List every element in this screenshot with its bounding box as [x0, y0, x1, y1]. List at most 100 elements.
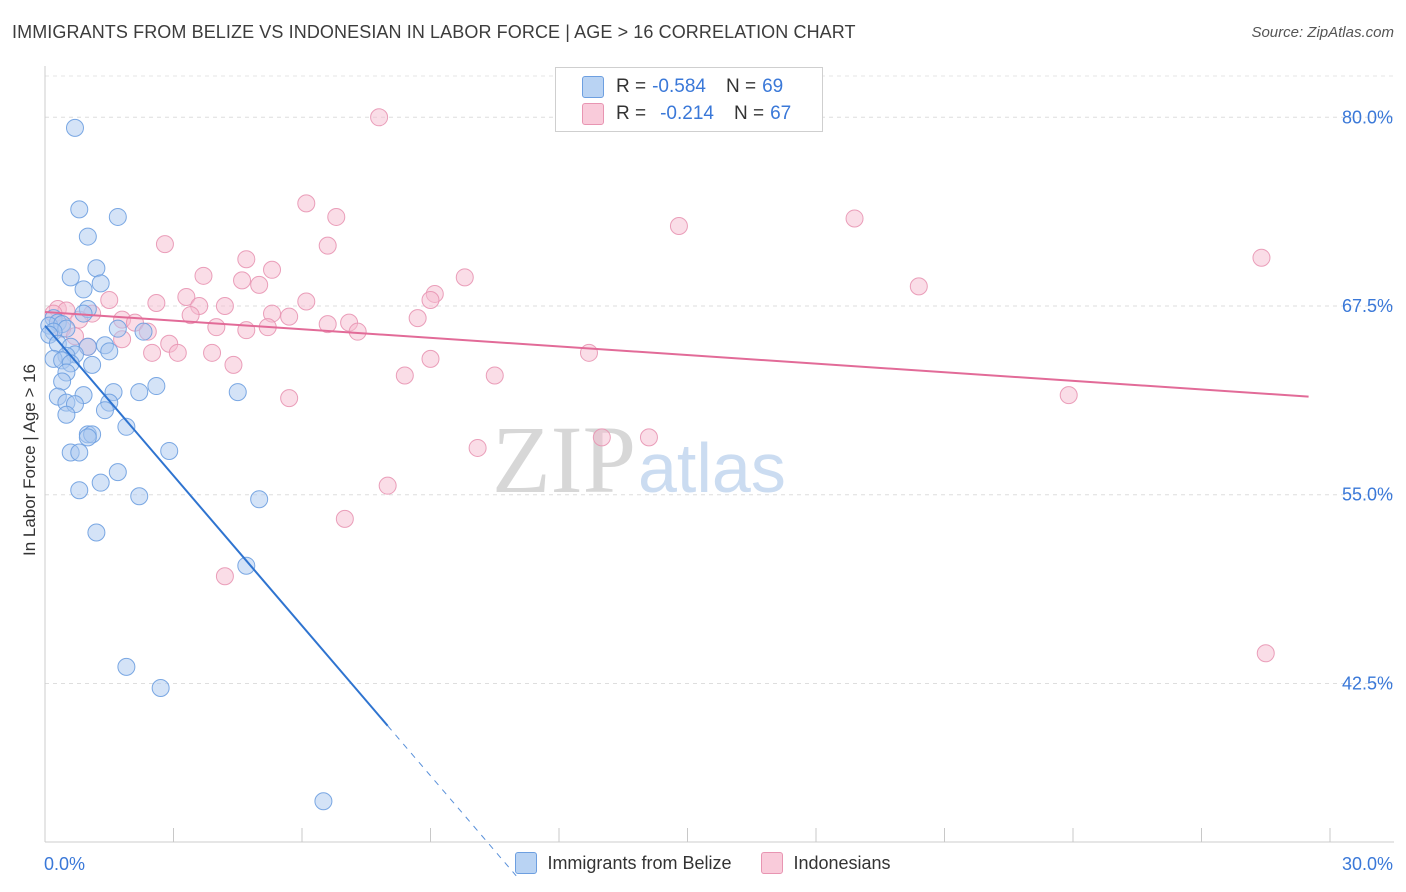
point-belize	[117, 657, 136, 676]
axes	[44, 66, 1394, 843]
point-indonesians	[203, 343, 222, 362]
point-belize	[87, 523, 106, 542]
point-belize	[91, 473, 110, 492]
point-indonesians	[1252, 248, 1271, 267]
point-indonesians	[370, 108, 389, 127]
point-indonesians	[280, 389, 299, 408]
bottom-legend-swatch-indonesians	[761, 852, 784, 874]
point-belize	[237, 556, 256, 575]
trend-lines	[44, 311, 1309, 877]
point-indonesians	[408, 309, 427, 328]
point-belize	[250, 490, 269, 509]
point-belize	[314, 792, 333, 811]
point-indonesians	[468, 438, 487, 457]
x-tick-label-end: 30.0%	[1342, 854, 1393, 874]
point-indonesians	[485, 366, 504, 385]
point-belize	[70, 481, 89, 500]
point-indonesians	[143, 343, 162, 362]
point-belize	[70, 200, 89, 219]
point-indonesians	[378, 476, 397, 495]
legend-n-label: N =	[725, 76, 757, 97]
point-belize	[53, 372, 72, 391]
point-belize	[61, 268, 80, 287]
y-tick-label: 67.5%	[1342, 296, 1393, 316]
point-indonesians	[395, 366, 414, 385]
point-belize	[160, 441, 179, 460]
y-tick-label: 80.0%	[1342, 107, 1393, 127]
watermark-zip: ZIP	[492, 406, 636, 513]
point-indonesians	[155, 235, 174, 254]
point-belize	[151, 679, 170, 697]
point-indonesians	[224, 355, 243, 374]
trend-line-belize-extension	[387, 725, 517, 877]
x-tick-label-start: 0.0%	[44, 854, 85, 874]
trend-line-belize	[44, 324, 389, 727]
point-indonesians	[318, 236, 337, 255]
legend-n-value: 69	[762, 76, 784, 97]
bottom-legend-label-belize: Immigrants from Belize	[547, 852, 732, 873]
legend-r-value: -0.584	[652, 76, 706, 97]
trend-line-indonesians	[44, 311, 1309, 398]
legend-n-value: 67	[770, 103, 792, 124]
point-indonesians	[280, 307, 299, 326]
point-indonesians	[147, 294, 166, 312]
y-axis-label: In Labor Force | Age > 16	[20, 363, 39, 557]
point-indonesians	[318, 315, 337, 334]
source-label: Source: ZipAtlas.com	[1251, 24, 1394, 41]
point-belize	[87, 259, 106, 278]
bottom-legend-label-indonesians: Indonesians	[793, 852, 891, 873]
point-indonesians	[592, 428, 611, 447]
point-indonesians	[845, 209, 864, 228]
legend-row-indonesians: R = -0.214 N = 67	[582, 101, 791, 127]
series-belize	[40, 118, 333, 811]
point-indonesians	[1059, 386, 1078, 405]
point-indonesians	[909, 277, 928, 296]
point-indonesians	[250, 275, 269, 294]
tick-labels: 42.5% 55.0% 67.5% 80.0% 0.0% 30.0%	[44, 107, 1393, 874]
point-belize	[108, 207, 127, 226]
point-belize	[100, 342, 119, 361]
y-tick-label: 55.0%	[1342, 485, 1393, 505]
point-indonesians	[421, 349, 440, 368]
point-indonesians	[181, 306, 200, 325]
bottom-legend-swatch-belize	[515, 852, 538, 874]
bottom-legend: Immigrants from Belize Indonesians	[0, 852, 1406, 874]
point-belize	[134, 322, 153, 341]
point-indonesians	[177, 287, 196, 306]
point-belize	[95, 401, 114, 420]
point-belize	[78, 227, 97, 246]
point-belize	[147, 377, 166, 396]
point-belize	[117, 417, 136, 436]
point-belize	[83, 355, 102, 374]
point-belize	[70, 443, 89, 462]
point-indonesians	[327, 207, 346, 226]
point-indonesians	[1256, 644, 1275, 663]
grid-lines	[45, 75, 1394, 684]
point-indonesians	[455, 268, 474, 287]
point-indonesians	[297, 292, 316, 311]
point-indonesians	[168, 343, 187, 362]
legend-r-label: R =	[616, 76, 647, 97]
point-indonesians	[579, 343, 598, 362]
point-belize	[91, 274, 110, 293]
point-indonesians	[215, 567, 234, 586]
point-indonesians	[100, 290, 119, 309]
point-belize	[130, 487, 149, 506]
legend-r-label: R =	[616, 103, 647, 124]
point-indonesians	[207, 318, 226, 337]
series-indonesians	[44, 108, 1275, 663]
point-indonesians	[194, 266, 213, 285]
watermark-atlas: atlas	[638, 429, 786, 507]
point-belize	[74, 280, 93, 299]
bottom-legend-item-belize[interactable]: Immigrants from Belize	[515, 852, 731, 874]
point-indonesians	[233, 271, 252, 290]
point-belize	[130, 383, 149, 402]
bottom-legend-item-indonesians[interactable]: Indonesians	[761, 852, 891, 874]
point-belize	[78, 428, 97, 447]
legend-swatch-belize	[582, 76, 604, 98]
legend-n-label: N =	[733, 103, 765, 124]
legend: R = -0.584 N = 69 R = -0.214 N = 67	[555, 67, 823, 132]
legend-r-value: -0.214	[660, 103, 714, 124]
point-belize	[57, 405, 76, 424]
